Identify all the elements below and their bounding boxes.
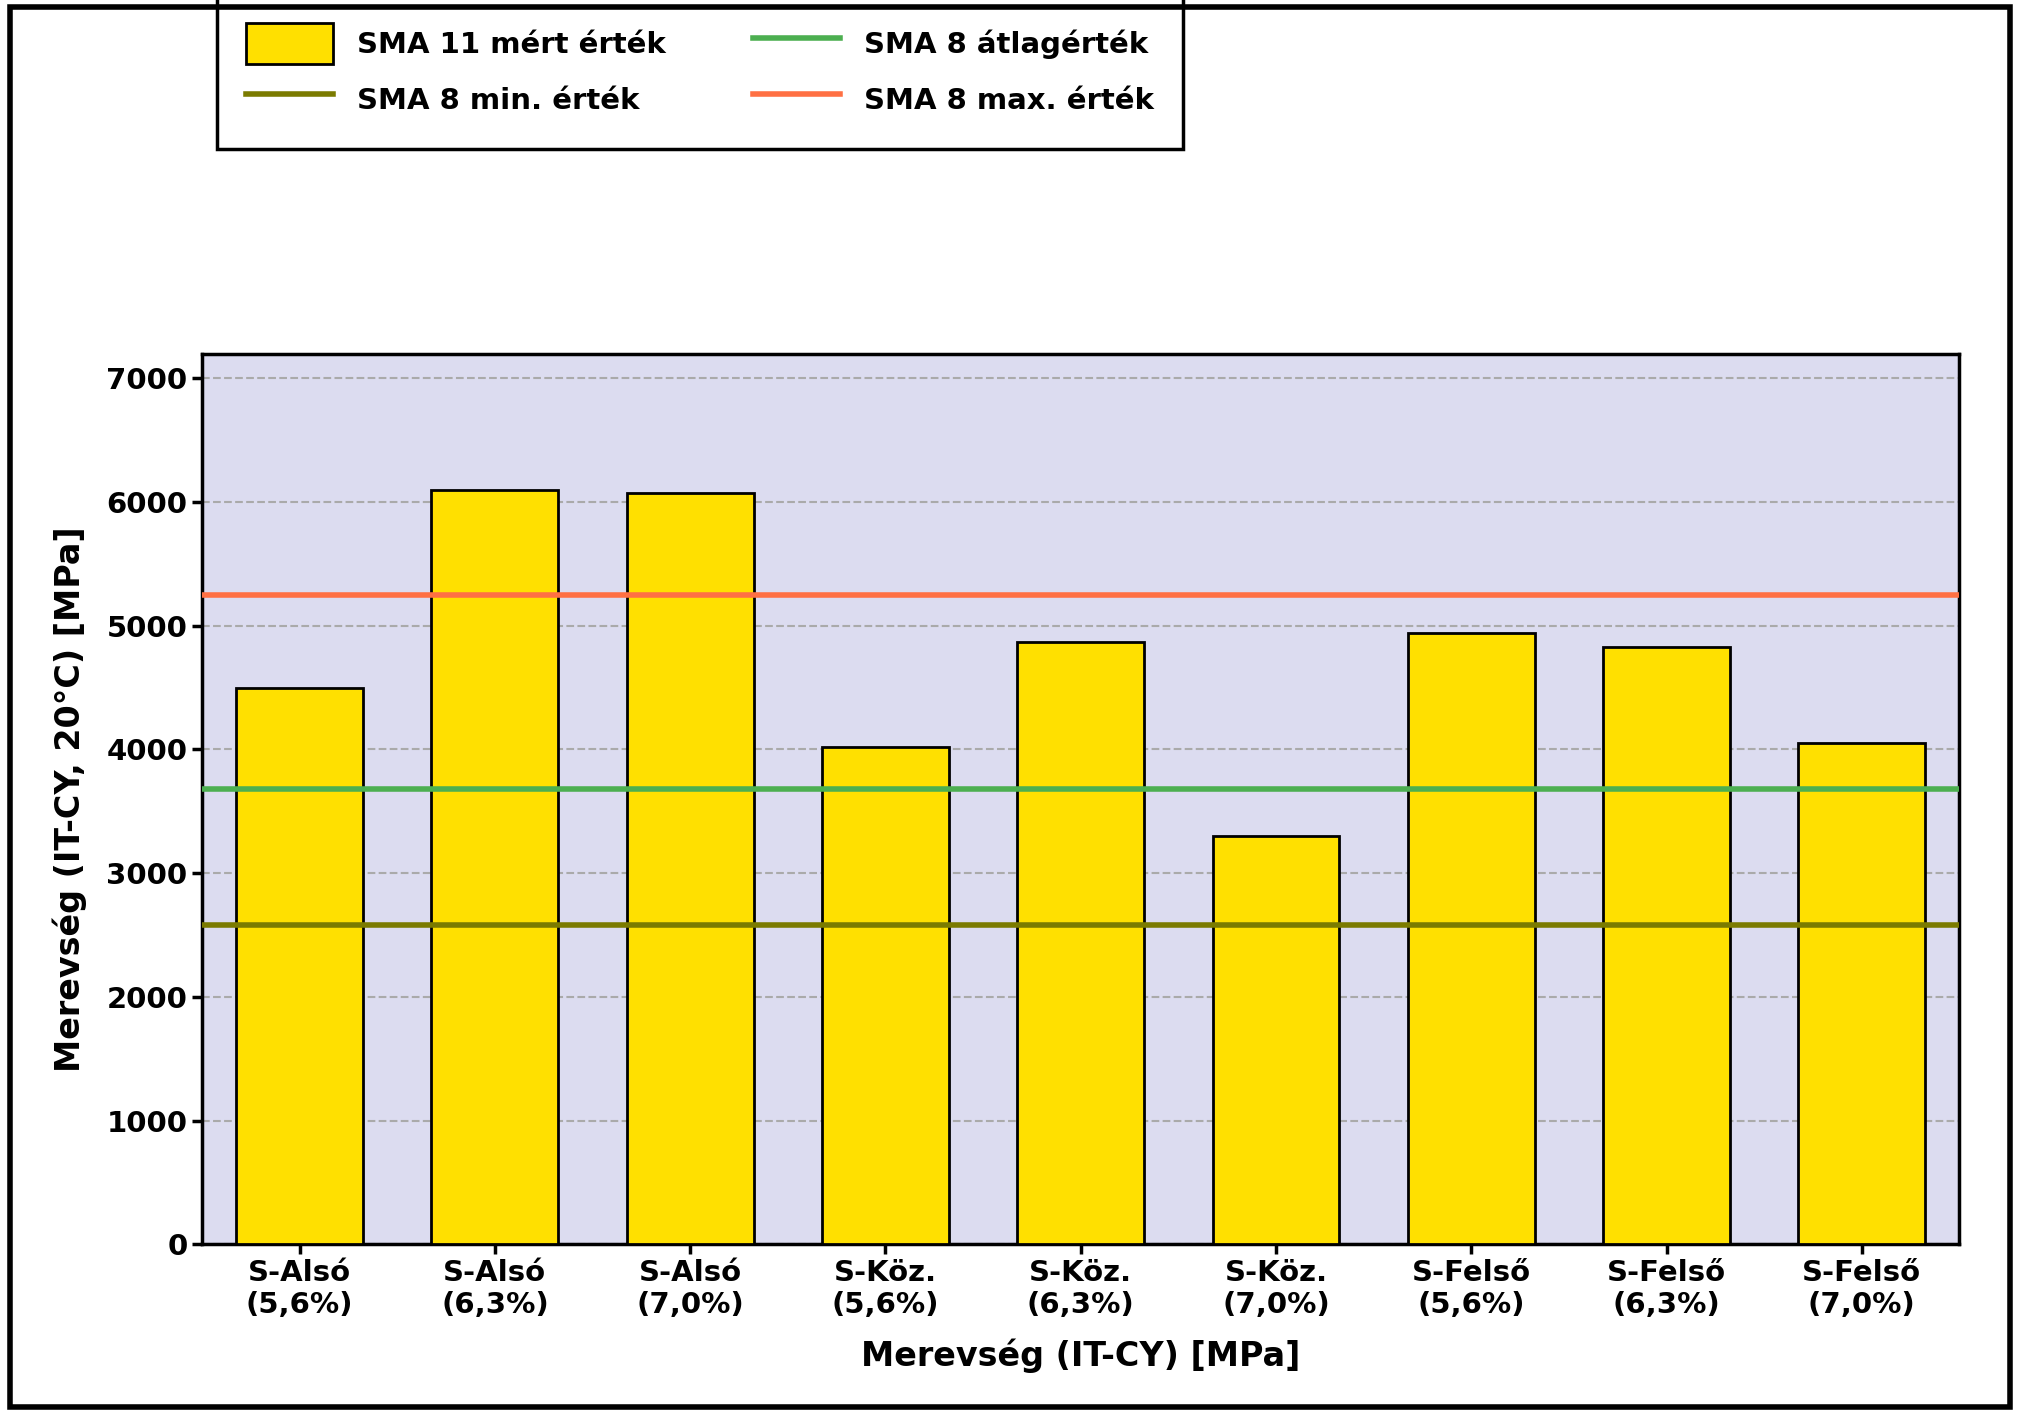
- Bar: [432, 489, 558, 1244]
- Legend: SMA 11 mért érték, SMA 8 min. érték, SMA 8 átlagérték, SMA 8 max. érték: SMA 11 mért érték, SMA 8 min. érték, SMA…: [216, 0, 1184, 150]
- Bar: [822, 747, 949, 1244]
- Bar: [1798, 744, 1925, 1244]
- Bar: [1212, 836, 1339, 1244]
- Bar: [626, 493, 753, 1244]
- Bar: [1018, 642, 1143, 1244]
- Bar: [236, 687, 364, 1244]
- Bar: [1408, 633, 1535, 1244]
- X-axis label: Merevség (IT-CY) [MPa]: Merevség (IT-CY) [MPa]: [861, 1339, 1301, 1373]
- Y-axis label: Merevség (IT-CY, 20°C) [MPa]: Merevség (IT-CY, 20°C) [MPa]: [53, 526, 87, 1072]
- Bar: [1604, 646, 1729, 1244]
